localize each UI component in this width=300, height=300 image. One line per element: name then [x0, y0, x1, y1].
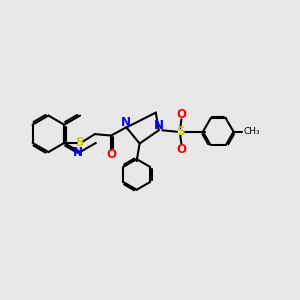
Text: N: N — [73, 146, 83, 159]
Text: N: N — [122, 116, 131, 129]
Text: O: O — [176, 108, 186, 121]
Text: S: S — [176, 125, 184, 138]
Text: N: N — [154, 119, 164, 132]
Text: O: O — [176, 142, 186, 156]
Text: O: O — [106, 148, 116, 161]
Text: CH₃: CH₃ — [243, 127, 260, 136]
Text: S: S — [75, 136, 84, 149]
